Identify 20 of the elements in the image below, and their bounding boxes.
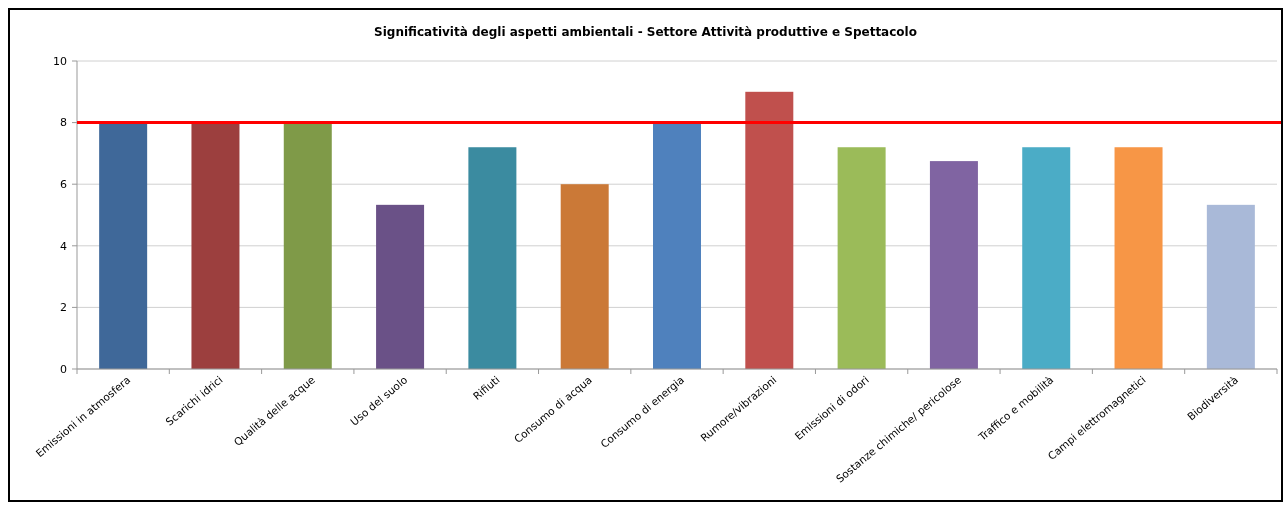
bar — [560, 184, 609, 369]
y-tick-label: 4 — [60, 239, 67, 253]
bar — [99, 122, 148, 369]
bar — [191, 122, 240, 369]
bar — [1022, 147, 1071, 369]
y-tick-label: 0 — [60, 362, 67, 376]
y-tick-label: 8 — [60, 116, 67, 130]
bar — [283, 122, 332, 369]
y-tick-label: 2 — [60, 301, 67, 315]
chart-title: Significatività degli aspetti ambientali - Settore Attività produttive e Spettacolo — [374, 25, 917, 39]
bar — [468, 147, 517, 369]
y-tick-label: 6 — [60, 178, 67, 192]
bar — [1114, 147, 1163, 369]
bar — [929, 161, 978, 369]
bar — [745, 91, 794, 369]
bar — [653, 122, 701, 369]
bar — [376, 204, 425, 369]
y-tick-label: 10 — [53, 54, 67, 68]
bar — [837, 147, 886, 369]
bar — [1206, 204, 1255, 369]
